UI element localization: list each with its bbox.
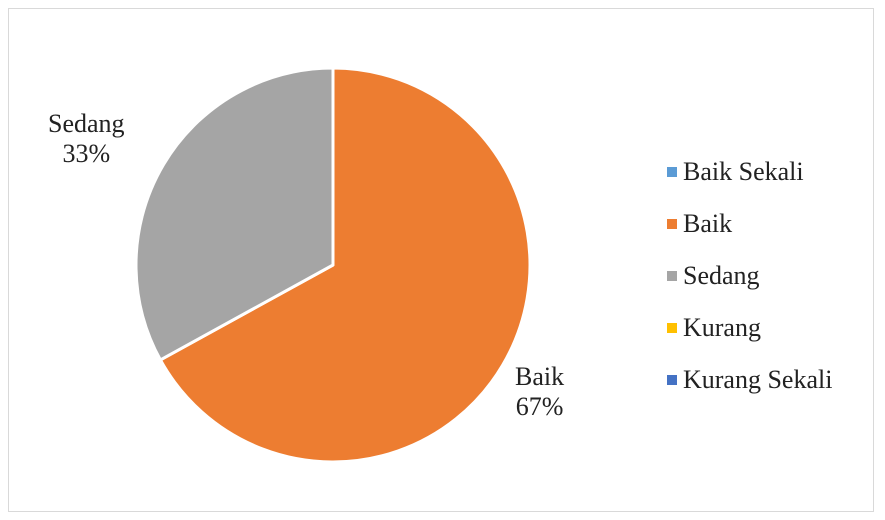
data-label-sedang-percent: 33%: [62, 139, 111, 168]
legend-label: Kurang: [683, 313, 761, 342]
legend: Baik Sekali Baik Sedang Kurang Kurang Se…: [667, 146, 832, 406]
legend-item-baik-sekali: Baik Sekali: [667, 146, 832, 198]
legend-swatch: [667, 271, 677, 281]
pie-slice-baik: [158, 66, 532, 464]
legend-swatch: [667, 167, 677, 177]
data-label-baik-category: Baik: [515, 362, 565, 391]
data-label-baik-percent: 67%: [515, 392, 564, 421]
legend-swatch: [667, 219, 677, 229]
legend-label: Kurang Sekali: [683, 365, 833, 394]
legend-item-kurang: Kurang: [667, 302, 832, 354]
pie-slice-sedang: [134, 66, 335, 362]
data-label-sedang: Sedang 33%: [48, 109, 125, 169]
data-label-sedang-category: Sedang: [48, 109, 125, 138]
legend-swatch: [667, 323, 677, 333]
data-label-baik: Baik 67%: [515, 362, 564, 422]
legend-label: Sedang: [683, 261, 760, 290]
legend-item-kurang-sekali: Kurang Sekali: [667, 354, 832, 406]
legend-label: Baik Sekali: [683, 157, 804, 186]
legend-swatch: [667, 375, 677, 385]
legend-item-baik: Baik: [667, 198, 832, 250]
legend-label: Baik: [683, 209, 733, 238]
legend-item-sedang: Sedang: [667, 250, 832, 302]
